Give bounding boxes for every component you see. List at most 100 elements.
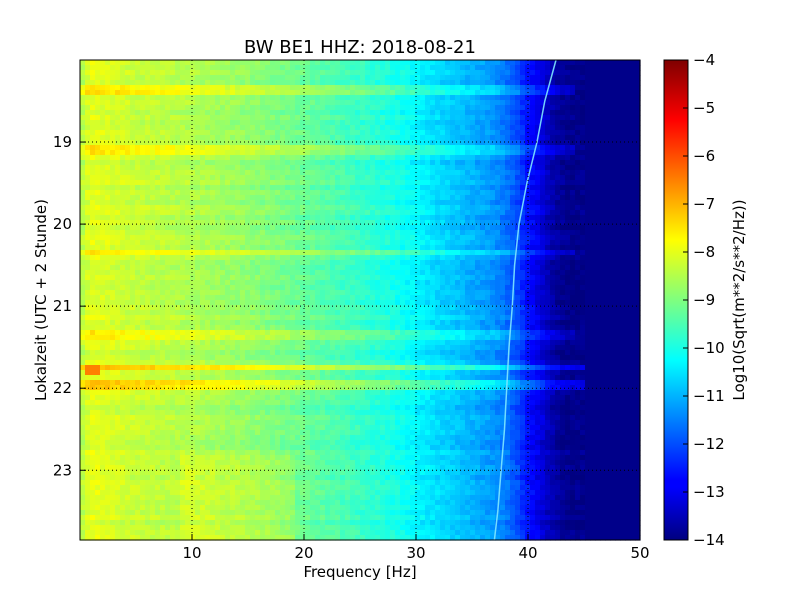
heatmap-cell [475,75,481,81]
heatmap-cell [420,260,426,266]
heatmap-cell [180,60,186,66]
heatmap-cell [455,245,461,251]
heatmap-cell [620,130,626,136]
heatmap-cell [425,140,431,146]
heatmap-cell [515,70,521,76]
heatmap-cell [200,85,206,91]
heatmap-cell [505,60,511,66]
heatmap-cell [250,135,256,141]
heatmap-cell [500,80,506,86]
heatmap-cell [410,70,416,76]
heatmap-cell [490,120,496,126]
heatmap-cell [120,200,126,206]
heatmap-cell [225,80,231,86]
heatmap-cell [325,270,331,276]
heatmap-cell [220,110,226,116]
heatmap-cell [180,205,186,211]
heatmap-cell [135,120,141,126]
heatmap-cell [525,180,531,186]
heatmap-cell [195,80,201,86]
heatmap-cell [90,80,96,86]
heatmap-cell [635,90,641,96]
heatmap-cell [395,90,401,96]
heatmap-cell [400,275,406,281]
heatmap-cell [435,195,441,201]
heatmap-cell [585,265,591,271]
heatmap-cell [450,210,456,216]
heatmap-cell [500,110,506,116]
heatmap-cell [110,125,116,131]
heatmap-cell [285,70,291,76]
heatmap-cell [530,135,536,141]
heatmap-cell [355,185,361,191]
heatmap-cell [205,110,211,116]
heatmap-cell [355,120,361,126]
heatmap-cell [410,155,416,161]
heatmap-cell [220,220,226,226]
heatmap-cell [205,155,211,161]
heatmap-cell [255,150,261,156]
heatmap-cell [120,180,126,186]
heatmap-cell [105,180,111,186]
heatmap-cell [130,255,136,261]
heatmap-cell [125,160,131,166]
heatmap-cell [200,110,206,116]
heatmap-cell [320,150,326,156]
heatmap-cell [515,135,521,141]
heatmap-cell [225,75,231,81]
heatmap-cell [440,100,446,106]
heatmap-cell [435,135,441,141]
heatmap-cell [605,205,611,211]
heatmap-cell [475,220,481,226]
heatmap-cell [435,225,441,231]
heatmap-cell [245,175,251,181]
heatmap-cell [430,70,436,76]
heatmap-cell [90,90,96,96]
heatmap-cell [600,230,606,236]
heatmap-cell [595,60,601,66]
heatmap-cell [510,135,516,141]
heatmap-cell [200,115,206,121]
heatmap-cell [350,175,356,181]
heatmap-cell [560,80,566,86]
heatmap-cell [290,60,296,66]
heatmap-cell [325,155,331,161]
heatmap-cell [585,175,591,181]
heatmap-cell [175,275,181,281]
heatmap-cell [310,95,316,101]
heatmap-cell [355,155,361,161]
heatmap-cell [215,90,221,96]
heatmap-cell [110,225,116,231]
heatmap-cell [300,125,306,131]
heatmap-cell [395,250,401,256]
heatmap-cell [350,65,356,71]
heatmap-cell [515,155,521,161]
heatmap-cell [485,215,491,221]
heatmap-cell [260,230,266,236]
heatmap-cell [205,210,211,216]
heatmap-cell [110,175,116,181]
heatmap-cell [240,155,246,161]
heatmap-cell [540,190,546,196]
heatmap-cell [95,235,101,241]
heatmap-cell [140,120,146,126]
heatmap-cell [125,275,131,281]
heatmap-cell [515,95,521,101]
heatmap-cell [325,100,331,106]
heatmap-cell [615,90,621,96]
heatmap-cell [340,100,346,106]
heatmap-cell [430,245,436,251]
heatmap-cell [380,180,386,186]
heatmap-cell [270,220,276,226]
heatmap-cell [165,275,171,281]
heatmap-cell [330,220,336,226]
heatmap-cell [110,95,116,101]
heatmap-cell [250,90,256,96]
heatmap-cell [355,270,361,276]
heatmap-cell [105,85,111,91]
heatmap-cell [380,95,386,101]
heatmap-cell [290,135,296,141]
heatmap-cell [405,65,411,71]
heatmap-cell [575,220,581,226]
heatmap-cell [605,130,611,136]
